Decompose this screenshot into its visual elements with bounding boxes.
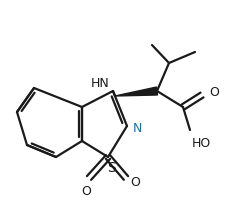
Text: HN: HN: [91, 77, 110, 90]
Polygon shape: [115, 87, 157, 96]
Text: S: S: [107, 161, 115, 175]
Text: O: O: [81, 185, 91, 198]
Text: HO: HO: [192, 137, 211, 150]
Text: N: N: [133, 122, 142, 134]
Text: O: O: [209, 87, 219, 99]
Text: O: O: [130, 177, 140, 189]
